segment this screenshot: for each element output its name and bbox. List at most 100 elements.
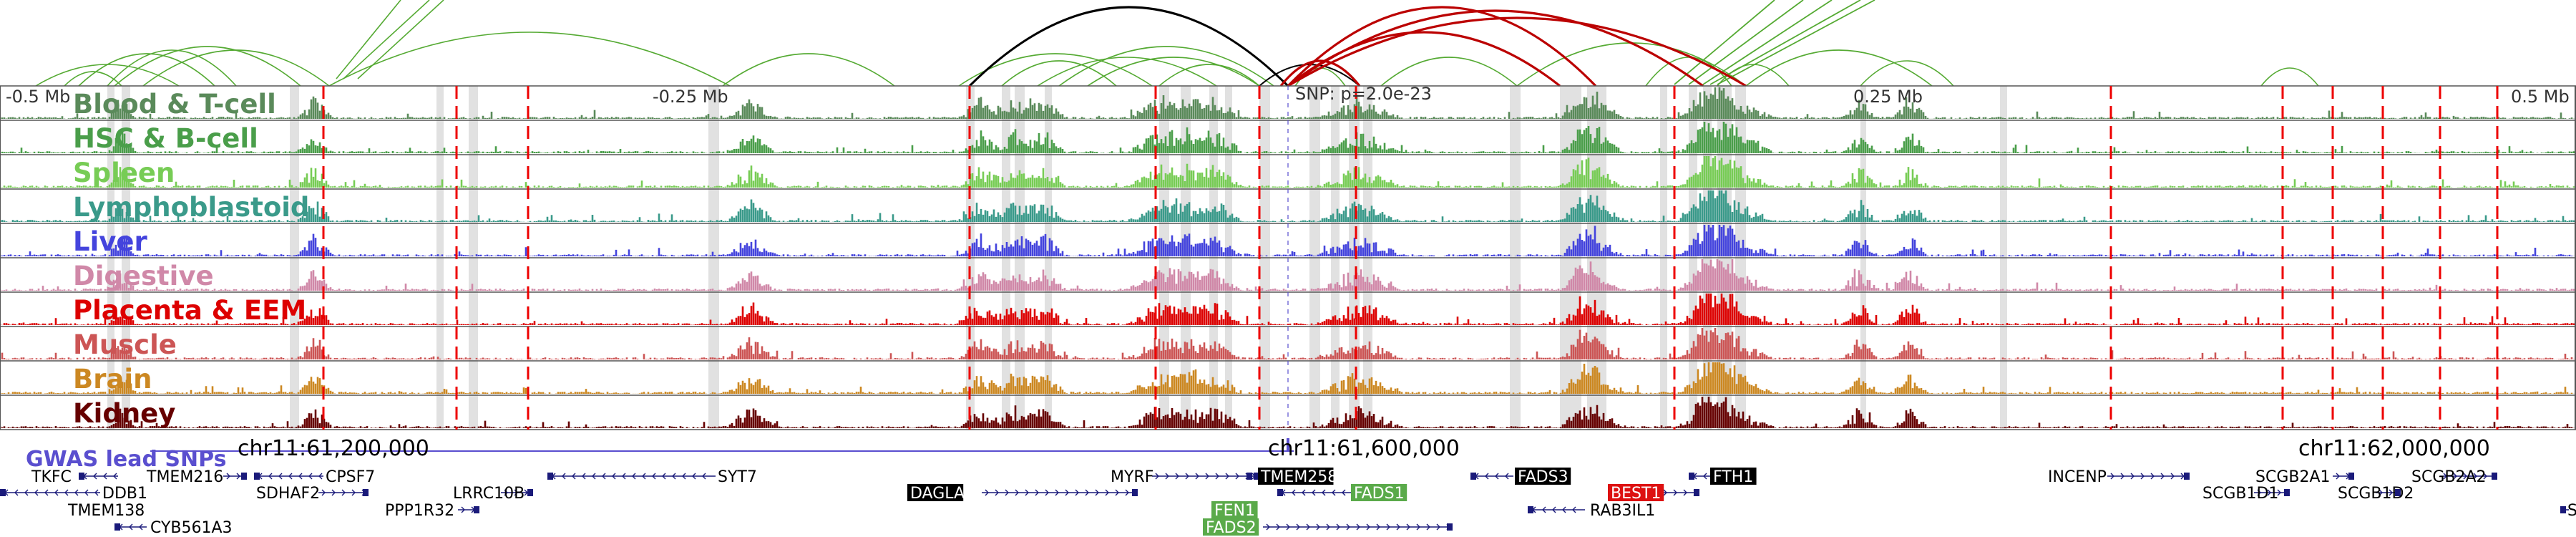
- signal-track: [0, 190, 2575, 222]
- signal-track: [0, 225, 2575, 256]
- gene-label: FADS1: [1354, 485, 1405, 503]
- gene-label: S: [2567, 502, 2576, 520]
- gene-exon: [2492, 473, 2497, 480]
- chromatin-loop: [722, 53, 895, 87]
- chromatin-loops: [35, 0, 2319, 87]
- gene-badge: [907, 484, 964, 501]
- gene-exon: [527, 489, 533, 496]
- strand-arrow: [2443, 473, 2487, 480]
- chromatin-loop-black: [968, 6, 1289, 87]
- gene-label: FADS2: [1206, 519, 1257, 537]
- chromatin-loop: [1709, 0, 1861, 85]
- gene-label: CYB561A3: [150, 519, 233, 537]
- signal-track: [1, 122, 2575, 153]
- gene-label: TMEM258: [1260, 468, 1337, 486]
- strand-arrow: [321, 489, 366, 496]
- gene-exon: [241, 473, 247, 480]
- gene-label: FADS3: [1518, 468, 1568, 486]
- scale-label-minus-0.5: -0.5 Mb: [6, 87, 70, 107]
- gene-exon: [474, 506, 479, 513]
- strand-arrow: [226, 473, 240, 480]
- chromatin-loop-red: [1287, 16, 1747, 87]
- chromatin-loop-red: [1287, 31, 1561, 87]
- chromatin-loop: [2260, 67, 2319, 87]
- gene-badge: [1710, 468, 1757, 485]
- strand-arrow: [1663, 489, 1697, 496]
- gene-label: SDHAF2: [256, 485, 320, 503]
- signal-track: [0, 156, 2575, 188]
- gene-exon: [2560, 506, 2566, 513]
- gene-annotations: TKFC TMEM216 CPSF7 SYT7 MYRF TMEM258 FADS3 FTH1…: [0, 468, 2576, 537]
- gene-badge: [1258, 468, 1334, 485]
- gene-exon: [2284, 489, 2290, 496]
- coordinate-label: chr11:62,000,000: [2298, 436, 2490, 461]
- gene-badge: [1203, 518, 1259, 536]
- chromatin-loop: [336, 0, 401, 79]
- genomic-coordinates: chr11:61,200,000 chr11:61,600,000 chr11:…: [238, 436, 2490, 461]
- gene-badge: [1608, 484, 1664, 501]
- strand-arrow: [2379, 489, 2393, 496]
- gene-label: PPP1R32: [385, 502, 454, 520]
- gene-exon: [1528, 506, 1533, 513]
- gwas-track-label: GWAS lead SNPs: [26, 447, 226, 472]
- gene-label: SYT7: [718, 468, 757, 486]
- chromatin-loop: [1745, 49, 1933, 87]
- chromatin-loop: [1688, 0, 1804, 85]
- signal-track: [0, 362, 2575, 394]
- gene-label: DAGLA: [910, 485, 965, 503]
- gene-exon: [114, 523, 120, 531]
- dashed-markers: [322, 86, 2499, 430]
- chromatin-loop: [1087, 57, 1260, 87]
- signal-tracks: [0, 87, 2575, 428]
- gene-exon: [2348, 473, 2354, 480]
- chromatin-loop: [1717, 64, 1790, 87]
- strand-arrow: [2257, 489, 2281, 496]
- signal-track: [0, 259, 2575, 291]
- gene-exon: [1447, 523, 1453, 531]
- gene-exon: [1132, 489, 1138, 496]
- chromatin-loop-red: [1279, 59, 1361, 87]
- gene-label: FTH1: [1713, 468, 1753, 486]
- gene-label: INCENP: [2048, 468, 2107, 486]
- chromatin-loop: [114, 46, 301, 87]
- chromatin-loop: [1717, 0, 1875, 85]
- gene-label: RAB3IL1: [1590, 502, 1655, 520]
- signal-track: [0, 294, 2575, 325]
- coordinate-label: chr11:61,600,000: [1268, 436, 1460, 461]
- gene-label: TMEM216: [146, 468, 223, 486]
- snp-pvalue-label: SNP: p=2.0e-23: [1295, 84, 1432, 104]
- gene-exon: [547, 473, 553, 480]
- track-label-liver: Liver: [73, 226, 147, 257]
- chromatin-loop: [1380, 57, 1518, 87]
- gene-badge: [1515, 468, 1571, 485]
- track-label-lymphoblastoid: Lymphoblastoid: [73, 192, 309, 223]
- gene-label: TKFC: [31, 468, 72, 486]
- signal-track: [0, 328, 2575, 359]
- gene-badge: [1211, 501, 1258, 518]
- gene-label: SCGB2A2: [2411, 468, 2487, 486]
- track-label-blood-t-cell: Blood & T-cell: [73, 89, 276, 120]
- gene-label: TMEM138: [67, 502, 145, 520]
- gwas-track: GWAS lead SNPs: [26, 438, 1294, 472]
- gene-label: SCGB1D2: [2338, 485, 2414, 503]
- gene-exon: [79, 473, 84, 480]
- chromatin-loop: [1674, 0, 1775, 85]
- track-label-hsc-b-cell: HSC & B-cell: [73, 123, 258, 154]
- gene-label: BEST1: [1611, 485, 1661, 503]
- gene-label: DDB1: [102, 485, 147, 503]
- chromatin-loop: [1037, 57, 1217, 87]
- gene-exon: [1694, 489, 1699, 496]
- track-labels: Blood & T-cell HSC & B-cell Spleen Lymph…: [73, 89, 309, 429]
- gene-label: FEN1: [1214, 502, 1255, 520]
- strand-arrow: [985, 489, 1129, 496]
- strand-arrow: [1266, 523, 1450, 531]
- chromatin-loop: [1158, 64, 1260, 87]
- gene-label: SCGB2A1: [2255, 468, 2331, 486]
- signal-track: [0, 87, 2575, 119]
- gene-badge: [1351, 484, 1407, 501]
- scale-ruler: -0.5 Mb -0.25 Mb SNP: p=2.0e-23 0.25 Mb …: [6, 84, 2570, 107]
- coordinate-label: chr11:61,200,000: [238, 436, 429, 461]
- track-label-placenta-eem: Placenta & EEM: [73, 295, 306, 326]
- gene-exon: [1254, 473, 1259, 480]
